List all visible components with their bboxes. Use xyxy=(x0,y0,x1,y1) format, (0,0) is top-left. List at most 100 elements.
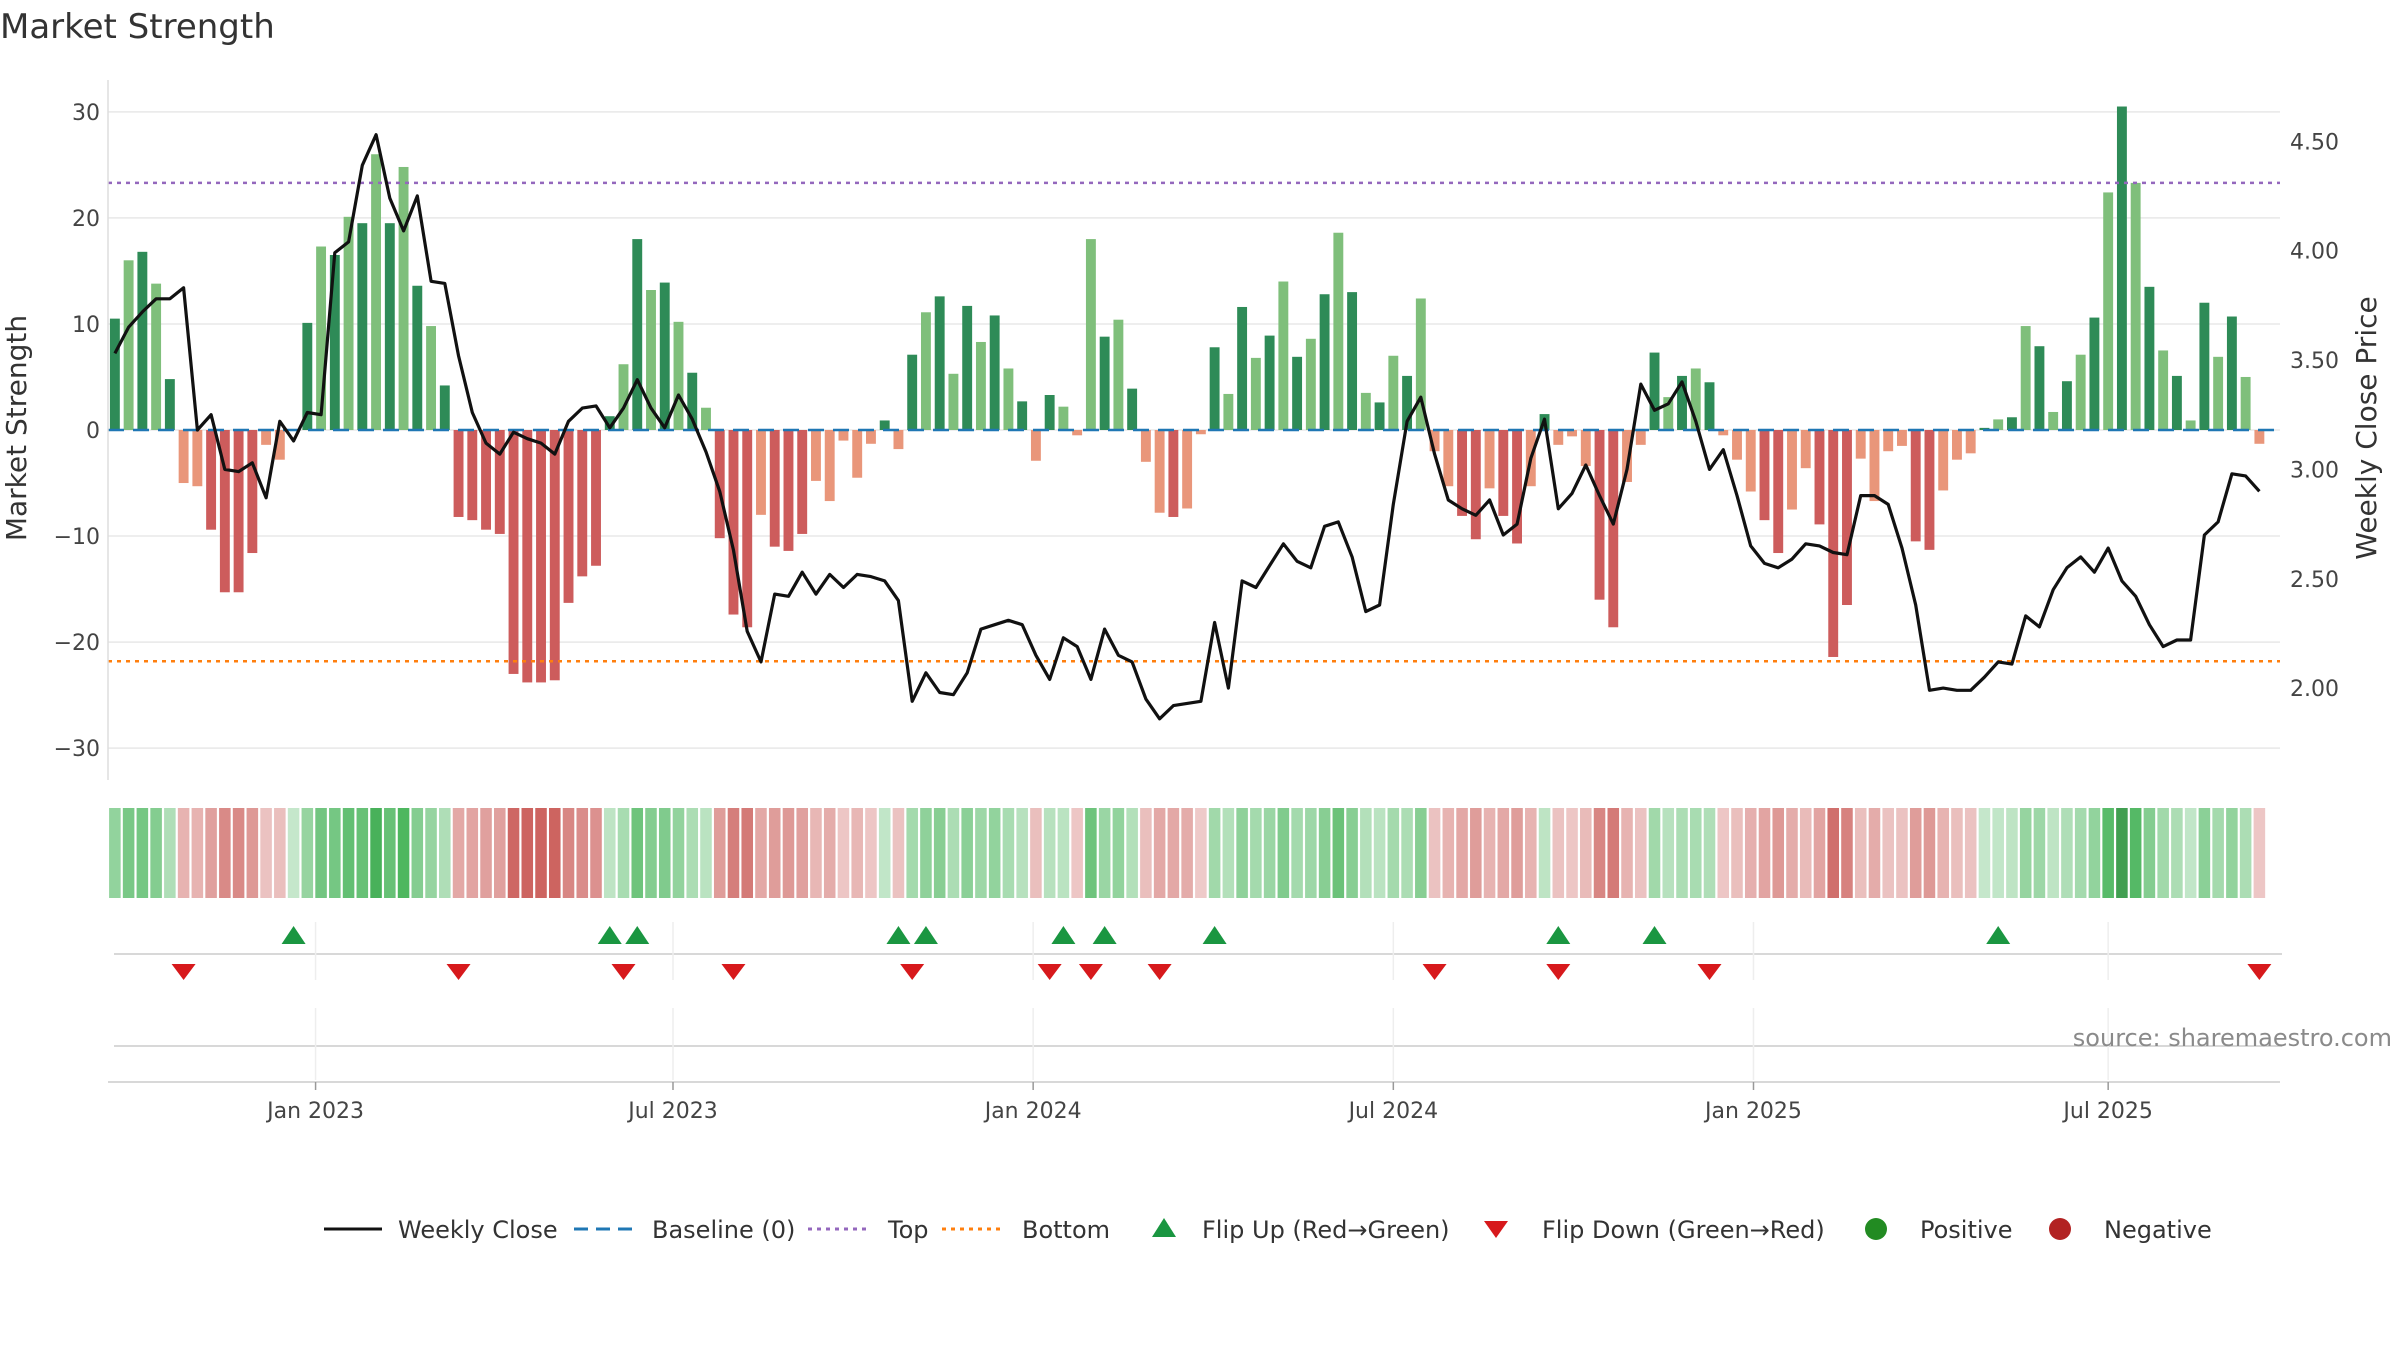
flip-up-marker xyxy=(886,926,911,944)
strength-bar xyxy=(426,326,436,430)
y-axes: 30 20 10 0 −10 −20 −30 4.50 4.00 3.50 3.00 2.50 2.00 xyxy=(54,80,2339,780)
strength-bar xyxy=(1690,368,1701,430)
heat-cell xyxy=(1181,808,1193,898)
heat-cell xyxy=(1896,808,1908,898)
heat-cell xyxy=(1415,808,1427,898)
legend-swatch-positive xyxy=(1865,1218,1887,1240)
legend-swatch-negative xyxy=(2049,1218,2071,1240)
heat-cell xyxy=(1263,808,1276,898)
heat-cell xyxy=(1030,808,1042,898)
strength-bar xyxy=(357,223,368,430)
heat-cell xyxy=(191,808,204,898)
flip-down-marker xyxy=(721,964,746,980)
strength-bar xyxy=(591,430,601,566)
strength-bar xyxy=(1580,430,1591,467)
flip-down-marker xyxy=(900,964,925,980)
legend-label: Baseline (0) xyxy=(652,1216,795,1244)
left-tick-label: 30 xyxy=(72,101,100,126)
flip-down-marker xyxy=(171,964,196,980)
strength-bar xyxy=(866,430,876,444)
strength-bar xyxy=(563,430,574,603)
legend: Weekly Close Baseline (0) Top Bottom Flip Up… xyxy=(324,1216,2212,1244)
strength-bar xyxy=(1250,357,1261,430)
flip-down-marker xyxy=(1697,964,1722,980)
right-tick-label: 2.00 xyxy=(2290,677,2339,702)
strength-bar xyxy=(2130,182,2141,430)
heat-cell xyxy=(2074,808,2087,898)
strength-bar xyxy=(728,430,739,615)
strength-bar xyxy=(316,246,327,430)
heat-cell xyxy=(535,808,547,898)
heat-cell xyxy=(246,808,259,898)
right-tick-label: 4.00 xyxy=(2290,240,2339,265)
strength-bar xyxy=(989,315,1000,430)
heat-cell xyxy=(590,808,602,898)
strength-bar xyxy=(494,430,505,534)
strength-bar xyxy=(2116,106,2127,431)
heat-cell xyxy=(1758,808,1771,898)
heat-cell xyxy=(425,808,437,898)
flip-down-marker xyxy=(1147,964,1172,980)
heat-cell xyxy=(1868,808,1881,898)
flip-down-marker xyxy=(1422,964,1447,980)
left-tick-label: −10 xyxy=(54,525,100,550)
flip-down-marker xyxy=(2247,964,2272,980)
strength-bar xyxy=(371,154,382,430)
strength-bar xyxy=(1938,430,1949,491)
left-tick-label: 10 xyxy=(72,313,100,338)
legend-swatch-flip-up xyxy=(1152,1218,1176,1237)
strength-bar xyxy=(2171,375,2182,430)
strength-bar xyxy=(824,430,835,502)
heat-cell xyxy=(975,808,987,898)
heat-cell xyxy=(1387,808,1400,898)
right-tick-label: 3.50 xyxy=(2290,349,2339,374)
strength-bars xyxy=(109,106,2265,683)
strength-bar xyxy=(384,223,395,430)
strength-bar xyxy=(1704,382,1715,430)
heat-cell xyxy=(1689,808,1702,898)
heat-cell xyxy=(1208,808,1221,898)
strength-bar xyxy=(2185,420,2196,430)
flip-down-marker xyxy=(1546,964,1571,980)
right-tick-label: 4.50 xyxy=(2290,130,2339,155)
strength-bar xyxy=(247,430,258,554)
strength-bar xyxy=(151,283,162,430)
strength-bar xyxy=(1030,430,1041,461)
strength-bar xyxy=(1127,388,1138,430)
heat-cell xyxy=(164,808,176,898)
heat-cell xyxy=(1346,808,1358,898)
strength-bar xyxy=(1800,430,1811,469)
strength-bar xyxy=(178,430,189,484)
strength-bar xyxy=(1883,430,1894,452)
right-tick-label: 2.50 xyxy=(2290,568,2339,593)
heat-cell xyxy=(1992,808,2004,898)
strength-bar xyxy=(742,430,753,628)
heat-cell xyxy=(2116,808,2128,898)
strength-heat-strip xyxy=(109,808,2266,898)
strength-bar xyxy=(1058,406,1069,430)
strength-bar xyxy=(1828,430,1839,657)
strength-bar xyxy=(783,430,794,551)
heat-cell xyxy=(906,808,918,898)
strength-bar xyxy=(1814,430,1825,525)
strength-bar xyxy=(577,430,588,577)
heat-cell xyxy=(1085,808,1097,898)
legend-swatch-flip-down xyxy=(1484,1221,1508,1238)
heat-cell xyxy=(576,808,589,898)
strength-bar xyxy=(1622,430,1632,482)
strength-bar xyxy=(646,290,656,430)
strength-bar xyxy=(2034,346,2045,430)
strength-bar xyxy=(1484,430,1495,489)
heat-cell xyxy=(384,808,396,898)
x-tick-label: Jul 2023 xyxy=(626,1099,718,1124)
strength-bar xyxy=(769,430,780,547)
heat-cell xyxy=(1360,808,1372,898)
strength-bar xyxy=(1677,375,1687,430)
heat-cell xyxy=(1827,808,1840,898)
strength-bar xyxy=(109,318,120,430)
heat-cell xyxy=(480,808,492,898)
heat-cell xyxy=(823,808,836,898)
heat-cell xyxy=(1305,808,1317,898)
strength-bar xyxy=(1360,392,1371,430)
strength-bar xyxy=(1333,232,1344,430)
